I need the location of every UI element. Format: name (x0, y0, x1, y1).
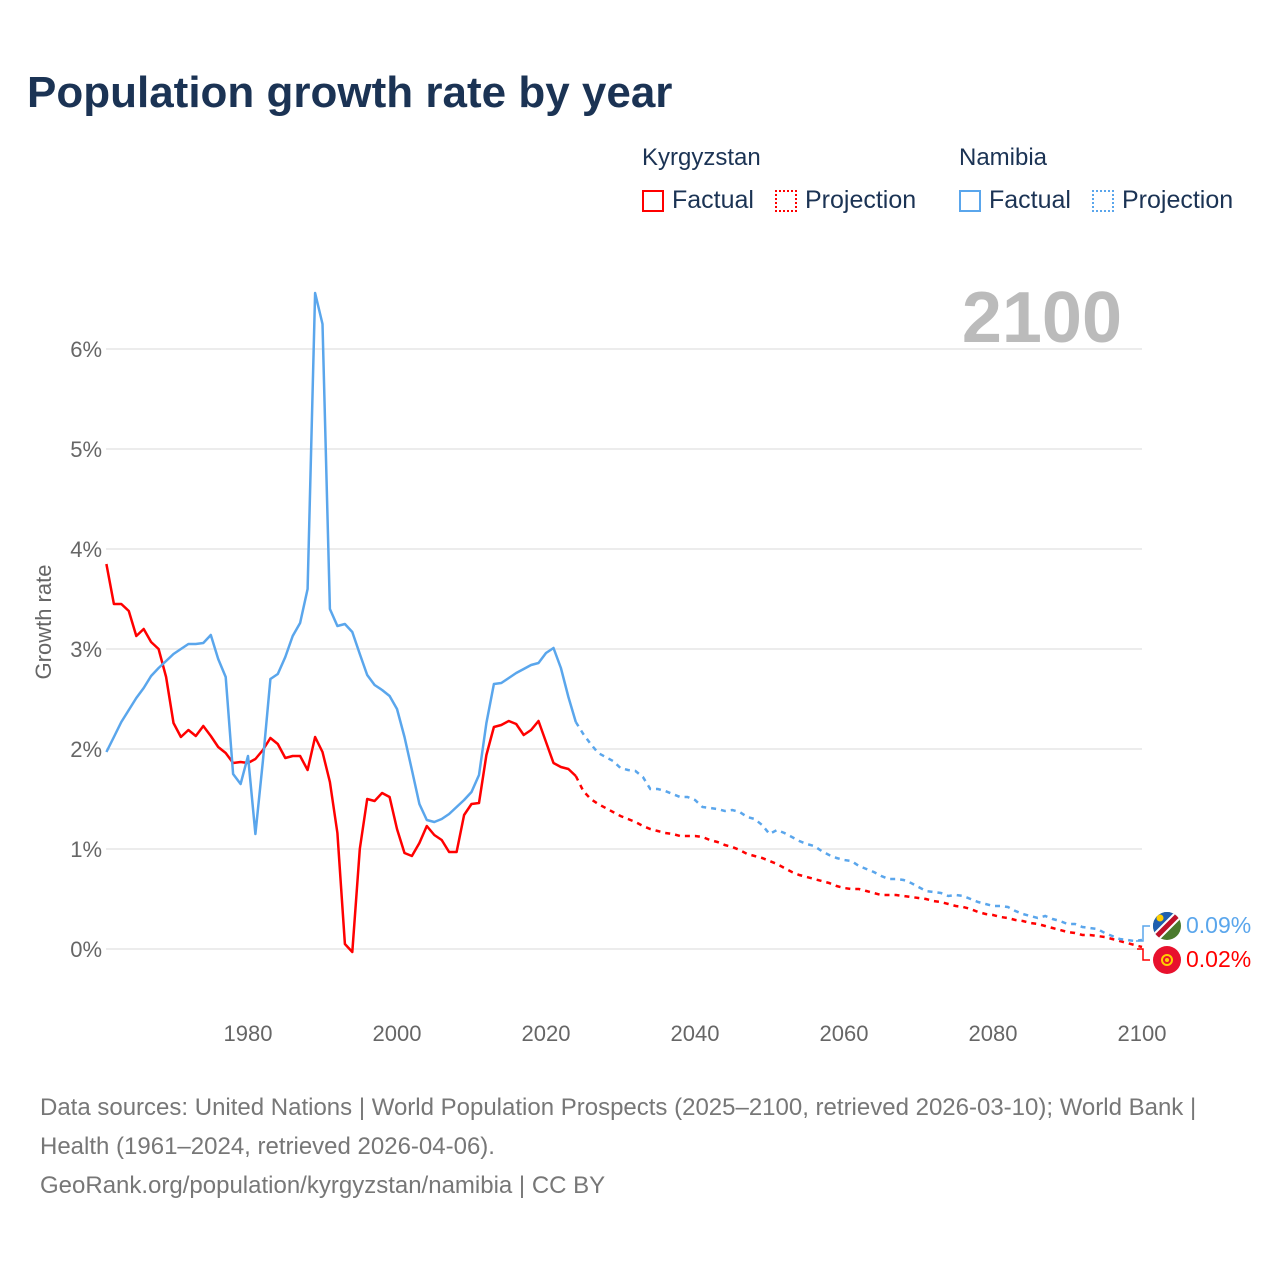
namibia-end-connector (1136, 925, 1150, 942)
footer: Data sources: United Nations | World Pop… (40, 1088, 1240, 1205)
y-axis-label: Growth rate (31, 565, 56, 680)
legend-swatch-dotted (775, 189, 797, 212)
kyrgyzstan-end-connector (1137, 948, 1150, 961)
namibia-flag-icon (1153, 912, 1181, 940)
data-sources: Data sources: United Nations | World Pop… (40, 1094, 1197, 1160)
namibia-end-label: 0.09% (1186, 912, 1251, 938)
x-tick-label: 1980 (224, 1021, 273, 1046)
x-tick-label: 2020 (522, 1021, 571, 1046)
y-tick-label: 0% (70, 937, 102, 962)
x-tick-label: 2080 (969, 1021, 1018, 1046)
namibia-factual-line (105, 291, 577, 836)
y-tick-label: 4% (70, 537, 102, 562)
chart-plot: 0% 1% 2% 3% 4% 5% 6% 1980 2000 2020 2040 2060 2080 21… (31, 278, 1251, 1046)
legend-label: Projection (1122, 186, 1234, 214)
legend-swatch-dotted (1092, 189, 1114, 212)
kyrgyzstan-end-label: 0.02% (1186, 946, 1251, 972)
kyrgyzstan-projection-line (574, 775, 1143, 949)
legend-group-kyrgyzstan: Kyrgyzstan (642, 144, 761, 171)
y-tick-label: 3% (70, 637, 102, 662)
legend-namibia-factual[interactable]: Factual (959, 186, 1071, 215)
legend-group-namibia: Namibia (959, 144, 1048, 171)
year-indicator: 2100 (962, 278, 1122, 358)
legend-kyrgyzstan-projection[interactable]: Projection (775, 186, 916, 215)
legend-swatch-solid (642, 189, 664, 212)
kyrgyzstan-flag-icon (1153, 946, 1181, 974)
x-tick-label: 2000 (373, 1021, 422, 1046)
legend-label: Factual (672, 186, 754, 214)
legend-label: Factual (989, 186, 1071, 214)
x-tick-label: 2100 (1118, 1021, 1167, 1046)
y-tick-label: 5% (70, 437, 102, 462)
legend-swatch-solid (959, 189, 981, 212)
namibia-projection-line (574, 721, 1143, 943)
x-tick-label: 2060 (820, 1021, 869, 1046)
y-tick-label: 1% (70, 837, 102, 862)
legend-namibia-projection[interactable]: Projection (1092, 186, 1233, 215)
kyrgyzstan-factual-line (105, 563, 577, 954)
legend-label: Projection (805, 186, 917, 214)
y-tick-label: 2% (70, 737, 102, 762)
legend-kyrgyzstan-factual[interactable]: Factual (642, 186, 754, 215)
y-tick-label: 6% (70, 337, 102, 362)
chart-title: Population growth rate by year (27, 68, 673, 117)
source-link[interactable]: GeoRank.org/population/kyrgyzstan/namibi… (40, 1172, 606, 1199)
x-tick-label: 2040 (671, 1021, 720, 1046)
